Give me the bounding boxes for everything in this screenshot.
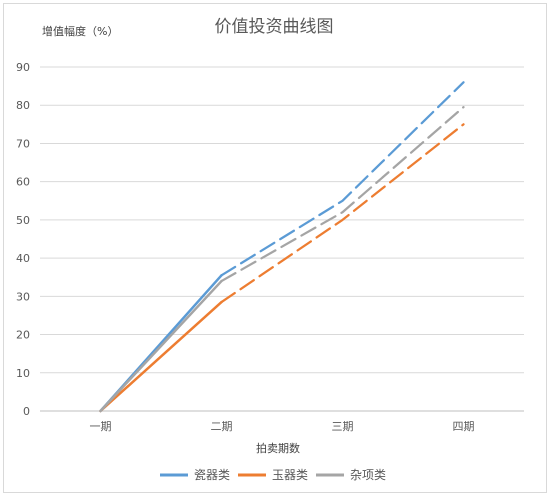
x-tick-label: 四期 bbox=[453, 420, 475, 433]
y-tick-label: 60 bbox=[16, 176, 30, 189]
x-tick-label: 二期 bbox=[211, 420, 233, 433]
y-tick-label: 90 bbox=[16, 61, 30, 74]
y-axis-label: 增值幅度（%） bbox=[42, 24, 118, 38]
gridlines bbox=[40, 66, 524, 412]
y-tick-label: 10 bbox=[16, 367, 30, 380]
y-tick-label: 70 bbox=[16, 137, 30, 150]
series-line-projected bbox=[220, 123, 465, 304]
y-tick-labels: 0 10 20 30 40 50 60 70 80 90 bbox=[16, 61, 30, 418]
series-line-actual bbox=[99, 300, 223, 413]
chart-title: 价值投资曲线图 bbox=[215, 17, 334, 37]
y-tick-label: 80 bbox=[16, 99, 30, 112]
x-tick-label: 三期 bbox=[332, 420, 354, 433]
y-tick-label: 30 bbox=[16, 290, 30, 303]
series-line-actual bbox=[99, 279, 223, 413]
y-tick-label: 0 bbox=[23, 405, 30, 418]
y-tick-label: 40 bbox=[16, 252, 30, 265]
x-tick-label: 一期 bbox=[90, 420, 112, 433]
y-tick-label: 20 bbox=[16, 329, 30, 342]
x-tick-labels: 一期 二期 三期 四期 bbox=[90, 420, 475, 433]
series-line-projected bbox=[220, 106, 465, 283]
legend-label: 瓷器类 bbox=[194, 468, 230, 482]
legend-label: 杂项类 bbox=[350, 468, 386, 482]
legend: 瓷器类 玉器类 杂项类 bbox=[160, 468, 386, 482]
series-line-projected bbox=[220, 81, 465, 277]
x-axis-label: 拍卖期数 bbox=[256, 441, 300, 455]
y-tick-label: 50 bbox=[16, 214, 30, 227]
series-lines bbox=[99, 81, 465, 413]
legend-label: 玉器类 bbox=[272, 468, 308, 482]
